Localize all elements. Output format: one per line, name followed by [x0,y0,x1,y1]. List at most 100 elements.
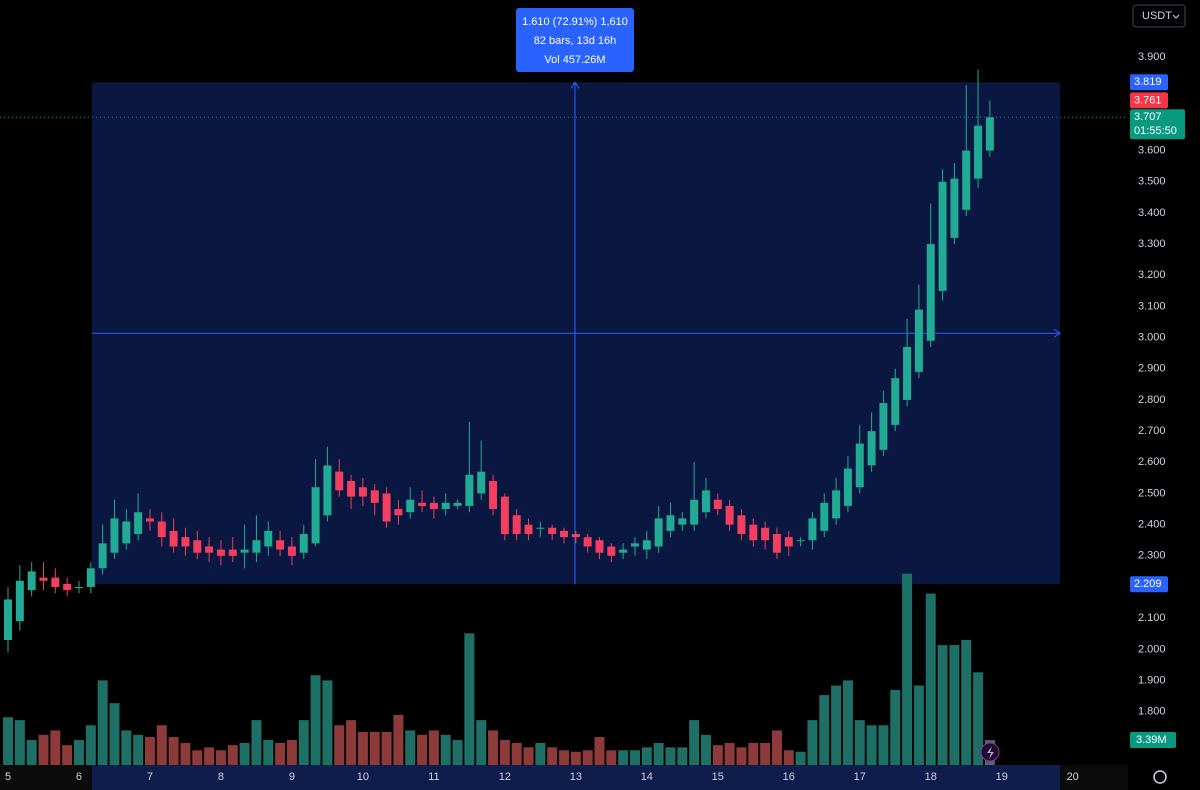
candle-body [974,125,983,179]
y-tick-label: 3.000 [1138,332,1166,344]
volume-bar [97,680,108,765]
candle-body [181,537,190,547]
measure-tooltip-line: Vol 457.26M [544,54,605,66]
candle-body [855,443,864,488]
volume-bar [890,689,901,765]
candle-body [441,502,450,510]
volume-bar [14,720,25,765]
volume-bar [488,730,499,765]
volume-bar [346,720,357,765]
x-tick-label: 15 [712,771,724,783]
y-tick-label: 2.900 [1138,363,1166,375]
candle-body [772,534,781,553]
candle-body [784,537,793,547]
volume-bar [286,739,297,765]
volume-bar [712,745,723,765]
high-price-label-box [1130,92,1168,109]
x-tick-label: 14 [641,771,653,783]
candle-body [98,543,107,569]
x-tick-label: 7 [147,771,153,783]
volume-bar [511,742,522,765]
volume-bar [913,685,924,765]
x-tick-label: 11 [428,771,439,783]
x-tick-label: 12 [499,771,511,783]
volume-bar [393,714,404,765]
candle-body [630,543,639,547]
candle-body [276,540,285,550]
volume-label: 3.39M [1136,734,1167,746]
volume-bar [961,639,972,765]
y-tick-label: 2.300 [1138,550,1166,562]
currency-select[interactable] [1132,4,1186,28]
candle-body [701,490,710,513]
candle-body [725,505,734,525]
volume-bar [298,720,309,765]
candle-body [406,499,415,513]
y-tick-label: 2.800 [1138,394,1166,406]
volume-bar [239,742,250,765]
volume-bar [665,747,676,765]
candle-body [843,468,852,506]
y-tick-label: 2.600 [1138,456,1166,468]
candle-body [240,549,249,553]
candle-body [583,537,592,547]
volume-bar [440,734,451,765]
volume-bar [700,734,711,765]
candle-body [252,540,261,553]
y-tick-label: 1.800 [1138,706,1166,718]
x-tick-label: 16 [783,771,795,783]
y-tick-label: 3.300 [1138,238,1166,250]
volume-bar [38,734,49,765]
x-tick-label: 19 [996,771,1008,783]
candle-body [560,530,569,538]
volume-bar [452,739,463,765]
volume-bar [795,751,806,765]
dropdown-arrow [1172,14,1180,19]
volume-bar [428,730,439,765]
y-tick-label: 3.500 [1138,176,1166,188]
high-price-label: 3.761 [1134,94,1162,106]
volume-bar [204,747,215,765]
volume-bar [559,750,570,765]
x-tick-label: 9 [289,771,295,783]
y-tick-label: 2.500 [1138,487,1166,499]
candle-body [500,496,509,535]
volume-bar [381,731,392,765]
volume-bar [878,725,889,765]
volume-bar [3,717,13,765]
candle-body [607,546,616,556]
volume-bar [85,725,96,765]
candle-body [642,540,651,550]
volume-bar [109,703,120,765]
volume-bar [476,720,487,765]
candle-body [465,474,474,506]
measure-high-label: 3.819 [1134,76,1162,88]
candle-body [358,487,367,497]
volume-bar [180,742,191,765]
y-tick-label: 3.100 [1138,300,1166,312]
candle-body [145,518,154,522]
candle-body [122,521,131,544]
candle-body [134,512,143,535]
volume-bar [973,672,984,765]
measure-low-label: 2.209 [1134,578,1162,590]
measure-tooltip [516,8,634,72]
measure-high-label-box [1130,74,1168,91]
volume-bar [156,725,167,765]
volume-bar [949,645,960,765]
settings-icon[interactable] [1153,770,1167,784]
candle-body [761,527,770,541]
candle-body [51,577,60,587]
candle-body [962,150,971,210]
candle-body [926,244,935,341]
volume-bar [594,737,605,765]
candle-body [678,518,687,525]
candle-body [808,518,817,541]
volume-bar [62,745,73,765]
last-price-label: 3.707 [1134,111,1162,123]
volume-bar [677,747,688,765]
candle-body [169,530,178,547]
volume-bar [26,739,37,765]
volume-bar [121,730,132,765]
